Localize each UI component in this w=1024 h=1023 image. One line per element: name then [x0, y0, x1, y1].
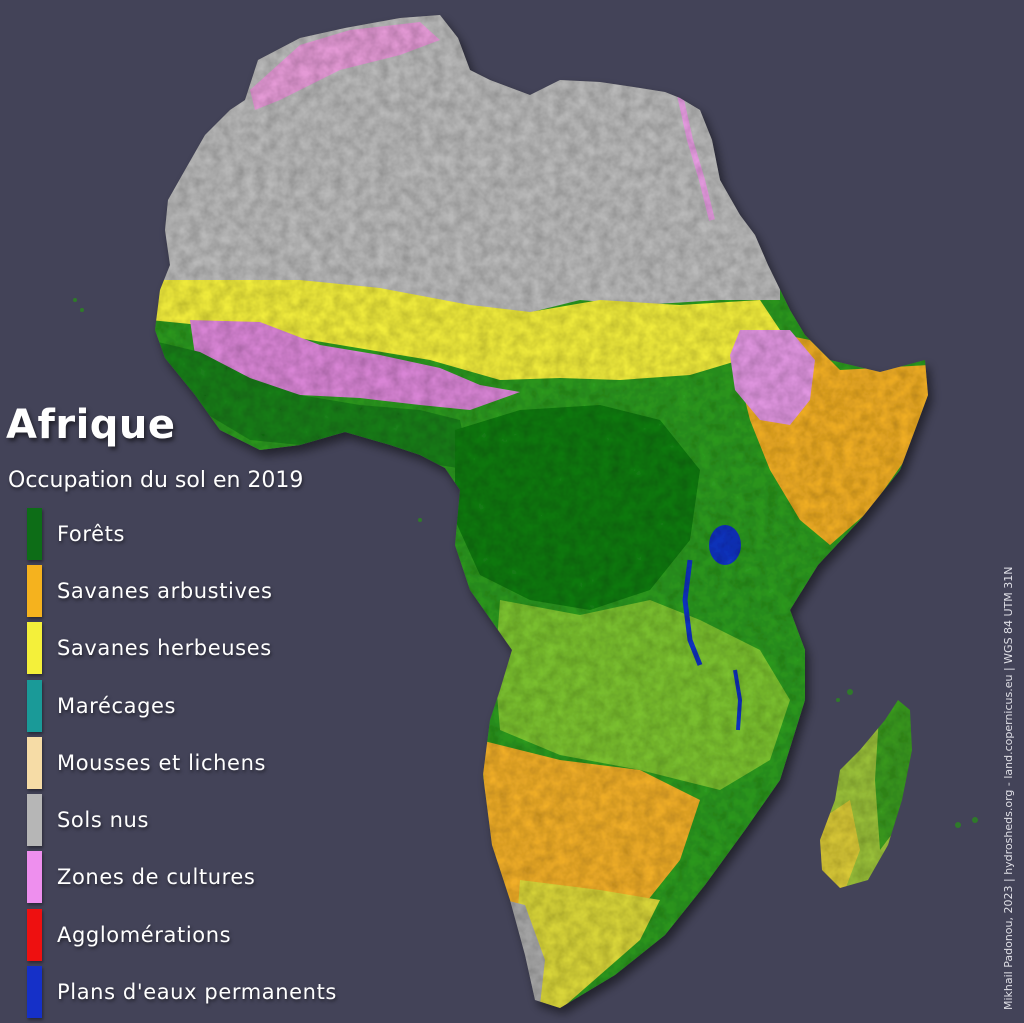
legend-swatch-croplands — [27, 851, 42, 904]
legend-item-water: Plans d'eaux permanents — [27, 963, 337, 1020]
legend: Forêts Savanes arbustives Savanes herbeu… — [27, 505, 337, 1021]
legend-label-moss-lichen: Mousses et lichens — [57, 750, 267, 775]
sahel-grassland — [155, 280, 780, 380]
legend-item-wetlands: Marécages — [27, 677, 337, 734]
island — [80, 308, 84, 312]
maghreb-croplands — [250, 22, 440, 110]
legend-item-shrub-savanna: Savanes arbustives — [27, 562, 337, 619]
island — [847, 689, 853, 695]
island — [955, 822, 961, 828]
legend-label-water: Plans d'eaux permanents — [57, 980, 337, 1005]
legend-label-bare-soil: Sols nus — [57, 808, 149, 833]
madagascar — [820, 700, 912, 888]
lake-victoria — [709, 525, 741, 565]
ethiopia-croplands — [730, 330, 815, 425]
map-subtitle: Occupation du sol en 2019 — [8, 468, 304, 493]
madagascar-east-forest — [875, 700, 912, 850]
legend-swatch-moss-lichen — [27, 736, 42, 789]
lake-tanganyika — [682, 559, 703, 666]
legend-item-urban: Agglomérations — [27, 906, 337, 963]
legend-item-grass-savanna: Savanes herbeuses — [27, 620, 337, 677]
southern-grassland — [515, 880, 660, 1008]
miombo-woodland — [495, 600, 790, 790]
island — [972, 817, 978, 823]
legend-swatch-forests — [27, 507, 42, 560]
legend-swatch-water — [27, 966, 42, 1019]
legend-item-forests: Forêts — [27, 505, 337, 562]
lake-malawi — [733, 669, 743, 731]
legend-item-moss-lichen: Mousses et lichens — [27, 734, 337, 791]
nile-valley — [677, 94, 715, 221]
legend-label-croplands: Zones de cultures — [57, 865, 256, 890]
legend-item-bare-soil: Sols nus — [27, 791, 337, 848]
legend-swatch-bare-soil — [27, 794, 42, 847]
legend-label-grass-savanna: Savanes herbeuses — [57, 636, 272, 661]
island — [73, 298, 77, 302]
island — [836, 698, 840, 702]
legend-swatch-urban — [27, 908, 42, 961]
madagascar-west-savanna — [820, 800, 860, 888]
legend-label-shrub-savanna: Savanes arbustives — [57, 578, 273, 603]
islands — [73, 298, 978, 828]
legend-swatch-grass-savanna — [27, 622, 42, 675]
congo-forest — [455, 405, 700, 610]
west-africa-forest — [155, 340, 470, 470]
legend-item-croplands: Zones de cultures — [27, 849, 337, 906]
map-title: Afrique — [6, 402, 176, 448]
map-credit: Mikhail Padonou, 2023 | hydrosheds.org -… — [1002, 566, 1015, 1010]
legend-label-wetlands: Marécages — [57, 693, 177, 718]
legend-label-urban: Agglomérations — [57, 922, 232, 947]
legend-swatch-wetlands — [27, 679, 42, 732]
legend-swatch-shrub-savanna — [27, 564, 42, 617]
legend-label-forests: Forêts — [57, 521, 126, 546]
island — [418, 518, 422, 522]
sahara-bare-soil — [155, 15, 780, 315]
